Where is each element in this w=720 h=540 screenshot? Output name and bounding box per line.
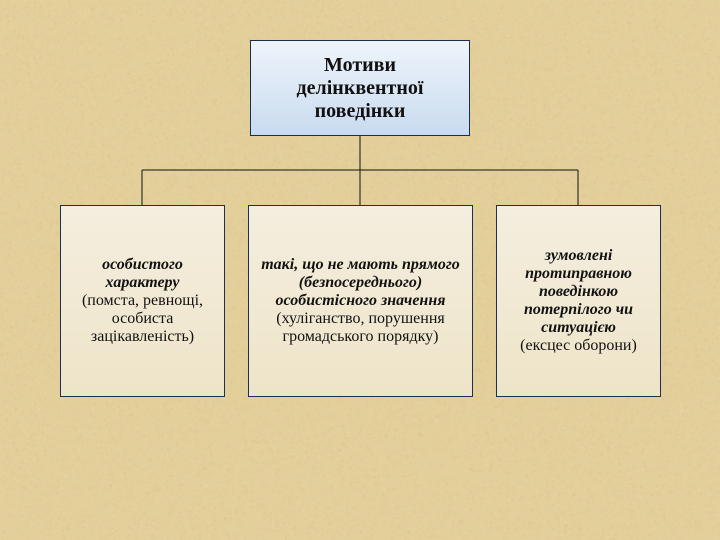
child-node-1: такі, що не мають прямого (безпосередньо…: [248, 205, 473, 397]
child-node-1-title: такі, що не мають прямого (безпосередньо…: [255, 256, 466, 310]
child-node-2: зумовлені протиправною поведінкою потерп…: [496, 205, 661, 397]
child-node-0: особистого характеру(помста, ревнощі, ос…: [60, 205, 225, 397]
child-node-0-subtitle: (помста, ревнощі, особиста зацікавленіст…: [67, 292, 218, 346]
root-node: Мотивиделінквентноїповедінки: [250, 40, 470, 136]
child-node-2-title: зумовлені протиправною поведінкою потерп…: [503, 247, 654, 337]
child-node-2-subtitle: (ексцес оборони): [520, 337, 637, 355]
child-node-0-title: особистого характеру: [67, 256, 218, 292]
diagram-container: Мотивиделінквентноїповедінки особистого …: [0, 0, 720, 540]
child-node-1-subtitle: (хуліганство, порушення громадського пор…: [255, 310, 466, 346]
root-node-text: Мотивиделінквентноїповедінки: [297, 54, 424, 123]
